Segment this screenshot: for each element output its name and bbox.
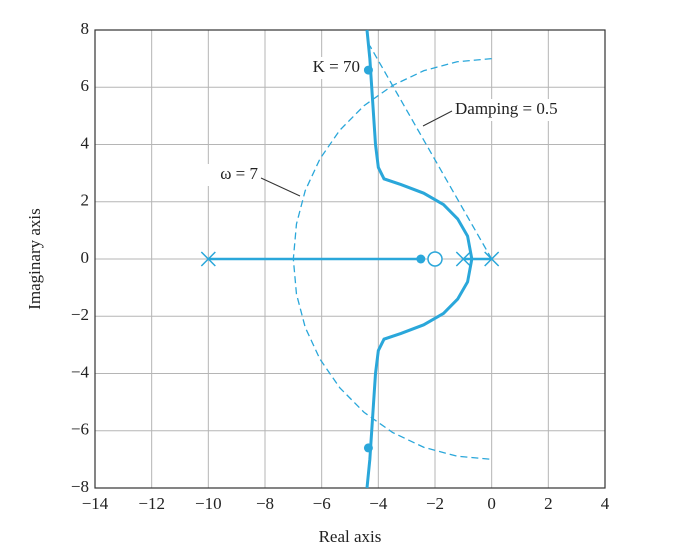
y-tick-label: 8 [81,19,90,38]
y-tick-label: −4 [71,362,90,381]
x-tick-label: −2 [426,494,444,513]
x-tick-label: −10 [195,494,222,513]
x-tick-label: −6 [313,494,331,513]
annotation-bg [453,99,565,121]
x-tick-label: 2 [544,494,553,513]
y-tick-label: 0 [81,248,90,267]
x-axis-label: Real axis [319,527,382,546]
pole-marker [200,251,216,267]
x-tick-label: 0 [487,494,496,513]
zero-marker [427,251,443,267]
gain-point [416,254,426,264]
pole-marker [455,251,471,267]
x-tick-label: −8 [256,494,274,513]
gain-point [363,65,373,75]
y-tick-label: 6 [81,76,90,95]
gain-point [363,443,373,453]
y-axis-label: Imaginary axis [25,208,44,310]
locus-line [369,45,493,260]
annotation-bg [188,164,260,186]
y-tick-label: −8 [71,477,89,496]
leader-line [422,110,453,127]
y-tick-label: 2 [81,191,90,210]
y-tick-label: 4 [81,133,90,152]
x-tick-label: −14 [82,494,109,513]
annotation-bg [290,57,362,79]
x-tick-label: 4 [601,494,610,513]
annotation: K = 70 [313,57,360,76]
annotation: ω = 7 [220,164,258,183]
y-tick-label: −6 [71,420,89,439]
leader-line [260,177,301,197]
x-tick-label: −4 [369,494,388,513]
locus-line [365,29,474,260]
x-tick-label: −12 [138,494,165,513]
locus-line [365,258,474,489]
annotation: Damping = 0.5 [455,99,558,118]
pole-marker [484,251,500,267]
plot-frame [94,29,606,489]
y-tick-label: −2 [71,305,89,324]
